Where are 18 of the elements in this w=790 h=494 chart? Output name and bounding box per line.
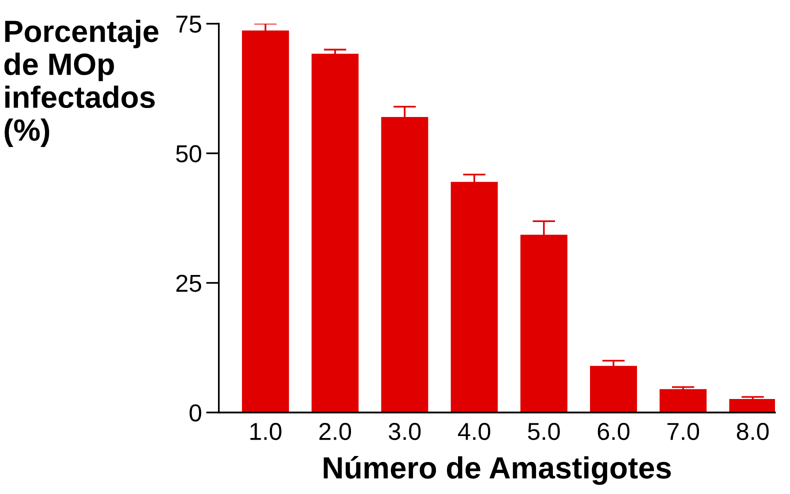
y-tick-label: 25: [176, 274, 202, 292]
x-tick-label: 5.0: [528, 422, 560, 440]
x-tick-label: 7.0: [667, 422, 700, 440]
x-tick-label: 3.0: [388, 422, 421, 440]
bar: [729, 399, 775, 412]
x-tick-label: 2.0: [319, 422, 352, 440]
y-tick-label: 0: [190, 404, 202, 422]
bar: [590, 366, 637, 412]
x-tick-label: 4.0: [458, 422, 490, 440]
y-axis-title: Porcentaje de MOp infectados (%): [4, 20, 158, 147]
x-axis-title: Número de Amastigotes: [324, 456, 671, 485]
y-tick-label: 50: [176, 145, 202, 162]
bar: [660, 389, 707, 412]
bar: [312, 54, 359, 412]
y-tick-label: 75: [176, 16, 202, 33]
x-tick-label: 6.0: [598, 422, 630, 440]
x-tick-label: 8.0: [736, 422, 769, 440]
x-tick-label: 1.0: [250, 422, 282, 440]
